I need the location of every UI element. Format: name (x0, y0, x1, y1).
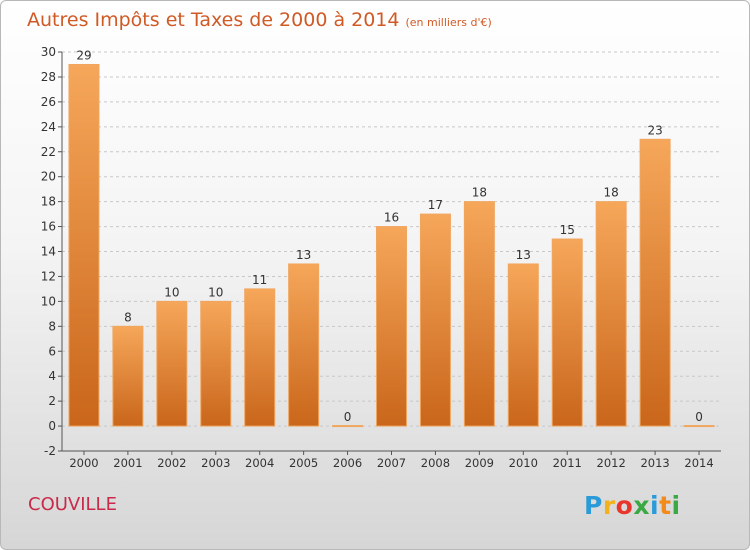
data-labels: 29 8 10 10 11 13 0 16 17 18 13 15 18 23 0 (76, 48, 703, 424)
chart-unit: (en milliers d'€) (405, 16, 492, 29)
data-label: 23 (647, 123, 662, 137)
data-label: 18 (472, 186, 487, 200)
bar-2010 (507, 263, 539, 427)
y-tick-label: 20 (41, 170, 56, 184)
y-tick-label: 6 (48, 344, 56, 358)
data-label: 8 (124, 310, 132, 324)
chart-title: Autres Impôts et Taxes de 2000 à 2014 (27, 9, 400, 31)
logo-letter: P (584, 491, 603, 520)
y-tick-label: 12 (41, 269, 56, 283)
data-label: 10 (208, 285, 223, 299)
data-label: 18 (604, 186, 619, 200)
bar-2011 (551, 238, 583, 427)
bar-2009 (463, 201, 495, 427)
bar-2014 (683, 425, 715, 428)
y-tick-label: 14 (41, 245, 56, 259)
data-label: 10 (164, 285, 179, 299)
data-label: 11 (252, 273, 267, 287)
bar-2002 (156, 300, 188, 427)
y-tick-label: 10 (41, 294, 56, 308)
y-tick-label: 18 (41, 195, 56, 209)
data-label: 0 (695, 410, 703, 424)
logo-letter: i (671, 491, 681, 520)
x-tick-label: 2001 (113, 456, 142, 470)
data-label: 16 (384, 211, 399, 225)
chart-title-block: Autres Impôts et Taxes de 2000 à 2014 (en… (27, 9, 492, 31)
bar-2013 (639, 138, 671, 427)
logo-letter: r (602, 491, 616, 520)
x-tick-label: 2004 (245, 456, 274, 470)
y-tick-label: 26 (41, 95, 56, 109)
bar-2006 (332, 425, 364, 428)
data-label: 13 (296, 248, 311, 262)
x-tick-label: 2008 (421, 456, 450, 470)
y-tick-label: -2 (44, 444, 56, 458)
x-tick-label: 2002 (157, 456, 186, 470)
x-tick-label: 2014 (684, 456, 713, 470)
logo-letter: t (659, 491, 672, 520)
y-tick-label: 2 (48, 394, 56, 408)
bar-2000 (68, 63, 100, 427)
logo-letter: i (650, 491, 660, 520)
data-label: 15 (560, 223, 575, 237)
data-label: 29 (76, 48, 91, 62)
bar-2008 (419, 213, 451, 427)
x-tick-label: 2009 (465, 456, 494, 470)
logo-letter: o (615, 491, 634, 520)
data-label: 17 (428, 198, 443, 212)
y-tick-label: 0 (48, 419, 56, 433)
y-tick-label: 28 (41, 70, 56, 84)
y-tick-label: 24 (41, 120, 56, 134)
x-tick-label: 2003 (201, 456, 230, 470)
bar-2007 (376, 226, 407, 427)
y-tick-label: 22 (41, 145, 56, 159)
x-tick-label: 2012 (597, 456, 626, 470)
x-tick-label: 2011 (553, 456, 582, 470)
data-label: 0 (344, 410, 352, 424)
logo-letter: x (633, 491, 650, 520)
x-tick-label: 2005 (289, 456, 318, 470)
data-label: 13 (516, 248, 531, 262)
x-tick-label: 2006 (333, 456, 362, 470)
proxiti-logo: Proxiti (584, 491, 681, 520)
commune-name: COUVILLE (28, 494, 117, 515)
bar-2005 (288, 263, 320, 427)
bar-2004 (244, 288, 276, 427)
bar-2001 (112, 325, 144, 427)
x-tick-label: 2000 (69, 456, 98, 470)
x-tick-label: 2010 (509, 456, 538, 470)
y-tick-label: 30 (41, 45, 56, 59)
bar-2012 (595, 201, 627, 427)
x-tick-label: 2013 (640, 456, 669, 470)
y-tick-label: 16 (41, 220, 56, 234)
y-tick-label: 4 (48, 369, 56, 383)
bar-2003 (200, 300, 232, 427)
y-tick-label: 8 (48, 319, 56, 333)
bars (68, 63, 715, 428)
x-tick-label: 2007 (377, 456, 406, 470)
